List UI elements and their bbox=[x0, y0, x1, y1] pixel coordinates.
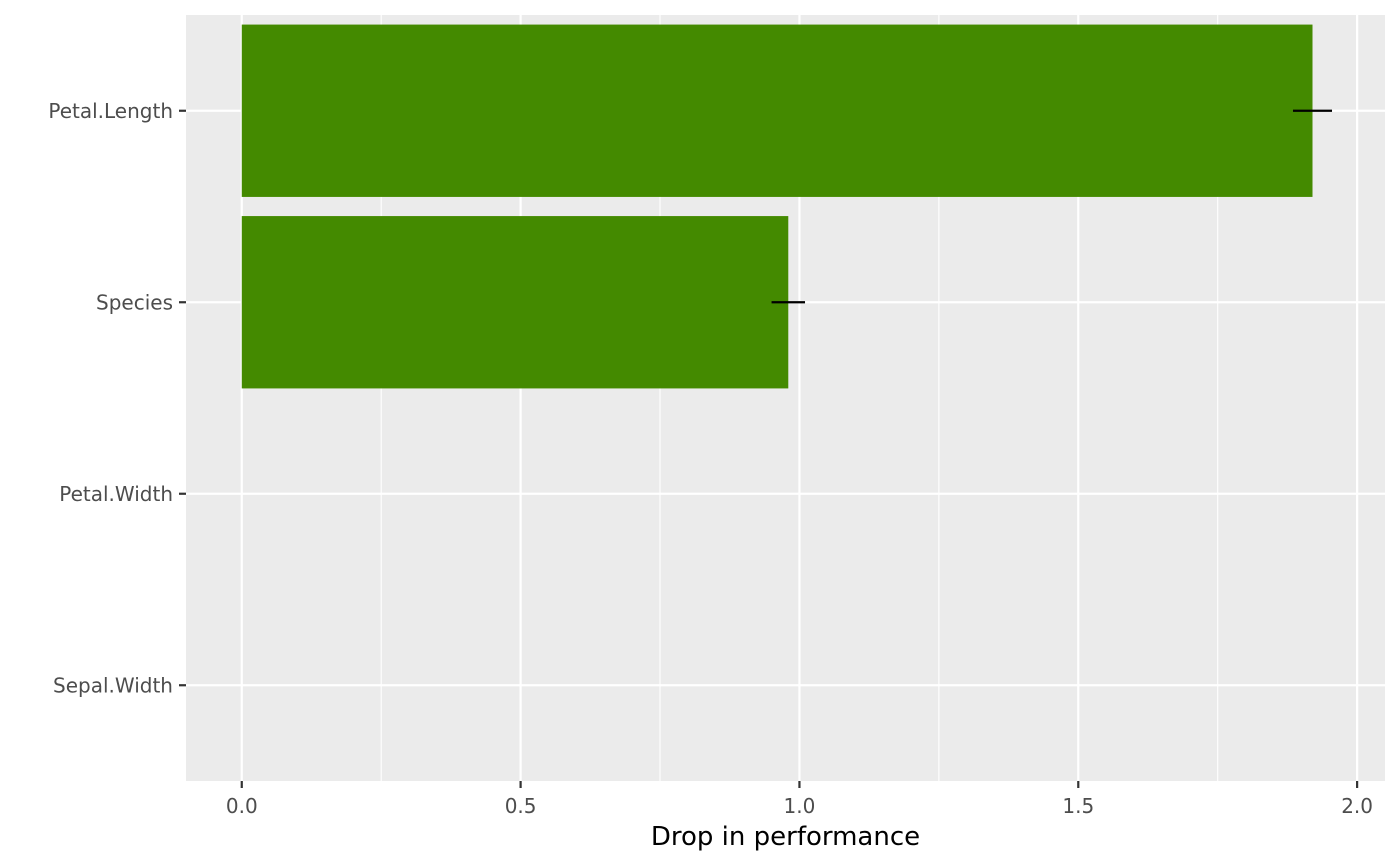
y-axis: Petal.Length Species Petal.Width Sepal.Widt… bbox=[48, 99, 186, 697]
y-tick-label: Petal.Length bbox=[48, 99, 173, 123]
x-tick-label: 0.5 bbox=[505, 794, 537, 818]
x-axis: 0.0 0.5 1.0 1.5 2.0 bbox=[226, 781, 1373, 818]
x-axis-title: Drop in performance bbox=[651, 822, 920, 852]
x-tick-label: 0.0 bbox=[226, 794, 258, 818]
bar-petal-length bbox=[241, 24, 1313, 197]
y-tick-label: Sepal.Width bbox=[53, 673, 173, 697]
x-tick-label: 1.0 bbox=[784, 794, 816, 818]
y-tick-label: Petal.Width bbox=[59, 482, 173, 506]
bar-species bbox=[241, 216, 789, 389]
x-tick-label: 2.0 bbox=[1341, 794, 1373, 818]
x-tick-label: 1.5 bbox=[1062, 794, 1094, 818]
bars bbox=[241, 24, 1313, 389]
error-bars bbox=[771, 109, 1333, 304]
y-tick-label: Species bbox=[96, 290, 173, 314]
